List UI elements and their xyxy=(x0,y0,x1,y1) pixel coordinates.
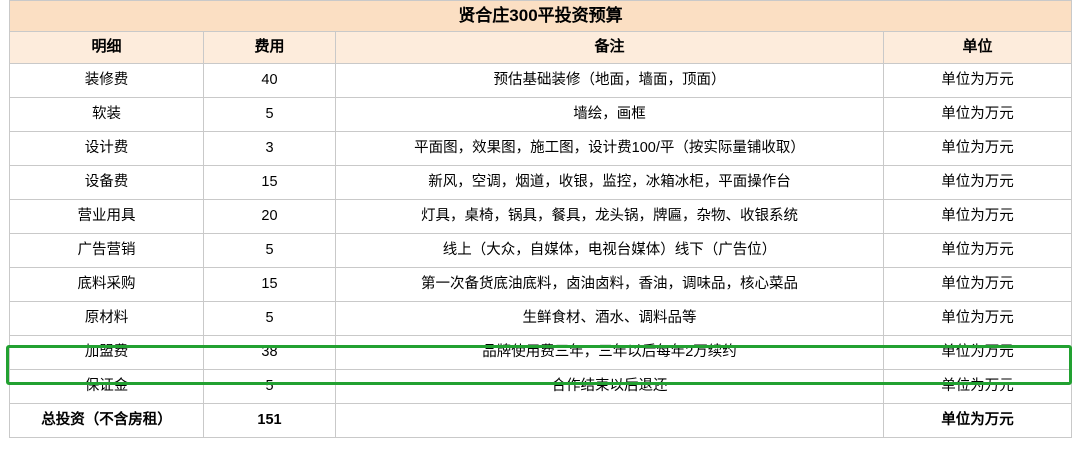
document-title: 贤合庄300平投资预算 xyxy=(9,0,1072,32)
row-unit: 单位为万元 xyxy=(883,267,1072,302)
row-name: 底料采购 xyxy=(9,267,204,302)
row-name: 原材料 xyxy=(9,301,204,336)
row-note xyxy=(335,403,884,438)
table-row-highlighted: 加盟费 38 品牌使用费三年，三年以后每年2万续约 单位为万元 xyxy=(9,335,1072,370)
row-name: 总投资（不含房租） xyxy=(9,403,204,438)
row-unit: 单位为万元 xyxy=(883,97,1072,132)
row-note: 预估基础装修（地面，墙面，顶面） xyxy=(335,63,884,98)
row-cost: 20 xyxy=(203,199,336,234)
table-row: 原材料 5 生鲜食材、酒水、调料品等 单位为万元 xyxy=(9,301,1072,336)
row-note: 新风，空调，烟道，收银，监控，冰箱冰柜，平面操作台 xyxy=(335,165,884,200)
row-unit: 单位为万元 xyxy=(883,301,1072,336)
row-cost: 151 xyxy=(203,403,336,438)
row-unit: 单位为万元 xyxy=(883,369,1072,404)
row-cost: 15 xyxy=(203,165,336,200)
row-note: 墙绘，画框 xyxy=(335,97,884,132)
row-unit: 单位为万元 xyxy=(883,233,1072,268)
table-row: 装修费 40 预估基础装修（地面，墙面，顶面） 单位为万元 xyxy=(9,63,1072,98)
row-cost: 5 xyxy=(203,233,336,268)
table-body: 贤合庄300平投资预算 明细 费用 备注 单位 装修费 40 预估基础装修（地面… xyxy=(9,0,1072,438)
row-name: 软装 xyxy=(9,97,204,132)
table-row: 营业用具 20 灯具，桌椅，锅具，餐具，龙头锅，牌匾，杂物、收银系统 单位为万元 xyxy=(9,199,1072,234)
row-name: 营业用具 xyxy=(9,199,204,234)
table-total-row: 总投资（不含房租） 151 单位为万元 xyxy=(9,403,1072,438)
row-cost: 40 xyxy=(203,63,336,98)
row-note: 线上（大众，自媒体，电视台媒体）线下（广告位） xyxy=(335,233,884,268)
row-name: 加盟费 xyxy=(9,335,204,370)
column-header-note: 备注 xyxy=(335,31,884,64)
row-note: 灯具，桌椅，锅具，餐具，龙头锅，牌匾，杂物、收银系统 xyxy=(335,199,884,234)
row-note: 生鲜食材、酒水、调料品等 xyxy=(335,301,884,336)
row-unit: 单位为万元 xyxy=(883,403,1072,438)
row-cost: 3 xyxy=(203,131,336,166)
row-note: 品牌使用费三年，三年以后每年2万续约 xyxy=(335,335,884,370)
row-note: 合作结束以后退还 xyxy=(335,369,884,404)
table-title-row: 贤合庄300平投资预算 xyxy=(9,0,1072,32)
table-row: 软装 5 墙绘，画框 单位为万元 xyxy=(9,97,1072,132)
column-header-cost: 费用 xyxy=(203,31,336,64)
table-row: 底料采购 15 第一次备货底油底料，卤油卤料，香油，调味品，核心菜品 单位为万元 xyxy=(9,267,1072,302)
row-note: 第一次备货底油底料，卤油卤料，香油，调味品，核心菜品 xyxy=(335,267,884,302)
row-cost: 15 xyxy=(203,267,336,302)
row-cost: 38 xyxy=(203,335,336,370)
row-name: 装修费 xyxy=(9,63,204,98)
row-unit: 单位为万元 xyxy=(883,131,1072,166)
row-unit: 单位为万元 xyxy=(883,335,1072,370)
row-unit: 单位为万元 xyxy=(883,199,1072,234)
row-name: 设备费 xyxy=(9,165,204,200)
row-cost: 5 xyxy=(203,369,336,404)
table-header-row: 明细 费用 备注 单位 xyxy=(9,31,1072,64)
column-header-unit: 单位 xyxy=(883,31,1072,64)
row-cost: 5 xyxy=(203,97,336,132)
table-row: 设计费 3 平面图，效果图，施工图，设计费100/平（按实际量铺收取） 单位为万… xyxy=(9,131,1072,166)
row-unit: 单位为万元 xyxy=(883,63,1072,98)
table-row: 广告营销 5 线上（大众，自媒体，电视台媒体）线下（广告位） 单位为万元 xyxy=(9,233,1072,268)
table-row: 设备费 15 新风，空调，烟道，收银，监控，冰箱冰柜，平面操作台 单位为万元 xyxy=(9,165,1072,200)
row-note: 平面图，效果图，施工图，设计费100/平（按实际量铺收取） xyxy=(335,131,884,166)
table-row: 保证金 5 合作结束以后退还 单位为万元 xyxy=(9,369,1072,404)
row-name: 广告营销 xyxy=(9,233,204,268)
row-name: 保证金 xyxy=(9,369,204,404)
row-unit: 单位为万元 xyxy=(883,165,1072,200)
budget-table: 贤合庄300平投资预算 明细 费用 备注 单位 装修费 40 预估基础装修（地面… xyxy=(9,0,1072,438)
row-cost: 5 xyxy=(203,301,336,336)
column-header-detail: 明细 xyxy=(9,31,204,64)
row-name: 设计费 xyxy=(9,131,204,166)
